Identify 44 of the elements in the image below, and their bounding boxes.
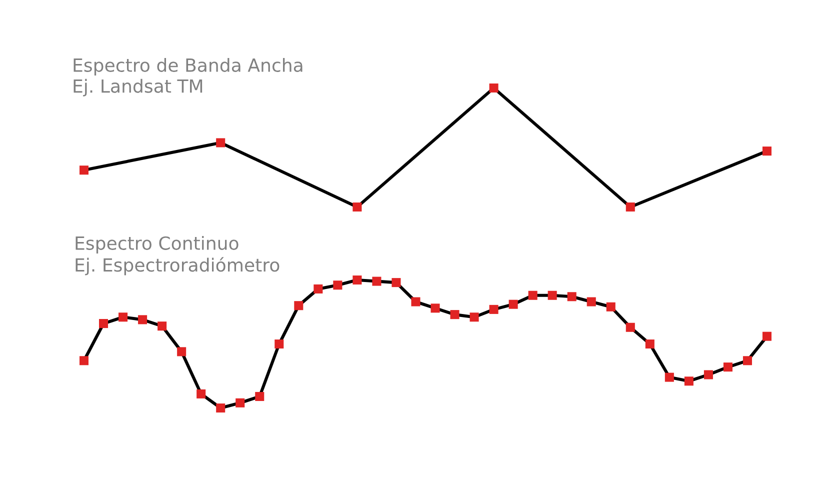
point bbox=[450, 310, 460, 320]
point bbox=[372, 276, 382, 286]
point bbox=[508, 300, 518, 309]
point bbox=[704, 370, 713, 380]
point bbox=[236, 398, 245, 408]
chart-title: Espectro de Banda Ancha Ej. Landsat TM bbox=[74, 58, 302, 96]
chart-title: Espectro Continuo Ej. Espectroradiómetro bbox=[76, 236, 280, 276]
point bbox=[99, 319, 108, 328]
point bbox=[489, 304, 498, 314]
point bbox=[586, 297, 596, 306]
point bbox=[567, 292, 576, 302]
point bbox=[528, 290, 538, 300]
point bbox=[352, 202, 362, 212]
point bbox=[489, 83, 498, 93]
point bbox=[411, 297, 420, 306]
point bbox=[430, 304, 440, 313]
point bbox=[216, 138, 226, 148]
point bbox=[274, 339, 284, 349]
point bbox=[762, 146, 772, 156]
point bbox=[196, 389, 206, 398]
point bbox=[626, 202, 635, 212]
point bbox=[314, 284, 323, 294]
point bbox=[762, 332, 772, 341]
point bbox=[645, 339, 654, 349]
point bbox=[684, 376, 694, 386]
point bbox=[79, 356, 89, 366]
point bbox=[470, 312, 479, 322]
point bbox=[606, 302, 616, 312]
point bbox=[742, 356, 752, 366]
point bbox=[216, 403, 226, 413]
point bbox=[138, 315, 148, 324]
point bbox=[352, 275, 362, 285]
point bbox=[255, 392, 264, 401]
point bbox=[79, 166, 89, 175]
point bbox=[333, 280, 342, 290]
point bbox=[723, 362, 732, 372]
point bbox=[158, 322, 167, 331]
point bbox=[548, 290, 557, 300]
point bbox=[392, 278, 401, 288]
point bbox=[664, 372, 674, 382]
point bbox=[177, 347, 186, 356]
point bbox=[626, 322, 635, 332]
point bbox=[294, 301, 304, 310]
point bbox=[118, 312, 128, 322]
